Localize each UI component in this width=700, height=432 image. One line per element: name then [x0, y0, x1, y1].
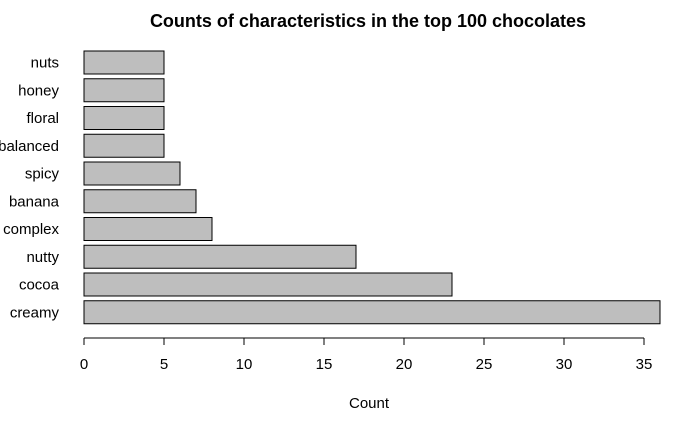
- category-labels: creamy cocoa nutty complex banana spicy balanc…: [0, 55, 60, 322]
- bar-complex: [83, 217, 213, 241]
- bar-nuts: [83, 50, 165, 75]
- x-tick-label-30: 30: [556, 356, 573, 373]
- x-tick-label-5: 5: [160, 356, 168, 373]
- bar-floral: [83, 106, 165, 130]
- x-tick-label-20: 20: [396, 356, 413, 373]
- x-tick-label-0: 0: [80, 356, 88, 373]
- category-label-spicy: spicy: [25, 166, 60, 183]
- category-label-honey: honey: [18, 82, 59, 99]
- bar-spicy: [83, 161, 181, 186]
- bar-balanced: [83, 133, 165, 158]
- category-label-floral: floral: [26, 110, 59, 127]
- x-axis: 0 5 10 15 20 25 30 35: [80, 337, 653, 373]
- category-label-nutty: nutty: [26, 249, 59, 266]
- category-label-banana: banana: [9, 193, 60, 210]
- chart-title: Counts of characteristics in the top 100…: [150, 11, 586, 31]
- x-tick-label-25: 25: [476, 356, 493, 373]
- category-label-complex: complex: [3, 221, 59, 238]
- bar-banana: [83, 189, 197, 214]
- bar-honey: [83, 78, 165, 103]
- bars-group: [83, 50, 661, 325]
- bar-cocoa: [83, 272, 453, 297]
- x-tick-label-15: 15: [316, 356, 333, 373]
- category-label-cocoa: cocoa: [19, 277, 60, 294]
- x-tick-label-35: 35: [636, 356, 653, 373]
- bar-creamy: [83, 300, 661, 325]
- bar-nutty: [83, 244, 357, 269]
- category-label-balanced: balanced: [0, 138, 59, 155]
- category-label-creamy: creamy: [10, 304, 60, 321]
- x-tick-label-10: 10: [236, 356, 253, 373]
- x-axis-label: Count: [349, 395, 390, 412]
- category-label-nuts: nuts: [31, 55, 59, 72]
